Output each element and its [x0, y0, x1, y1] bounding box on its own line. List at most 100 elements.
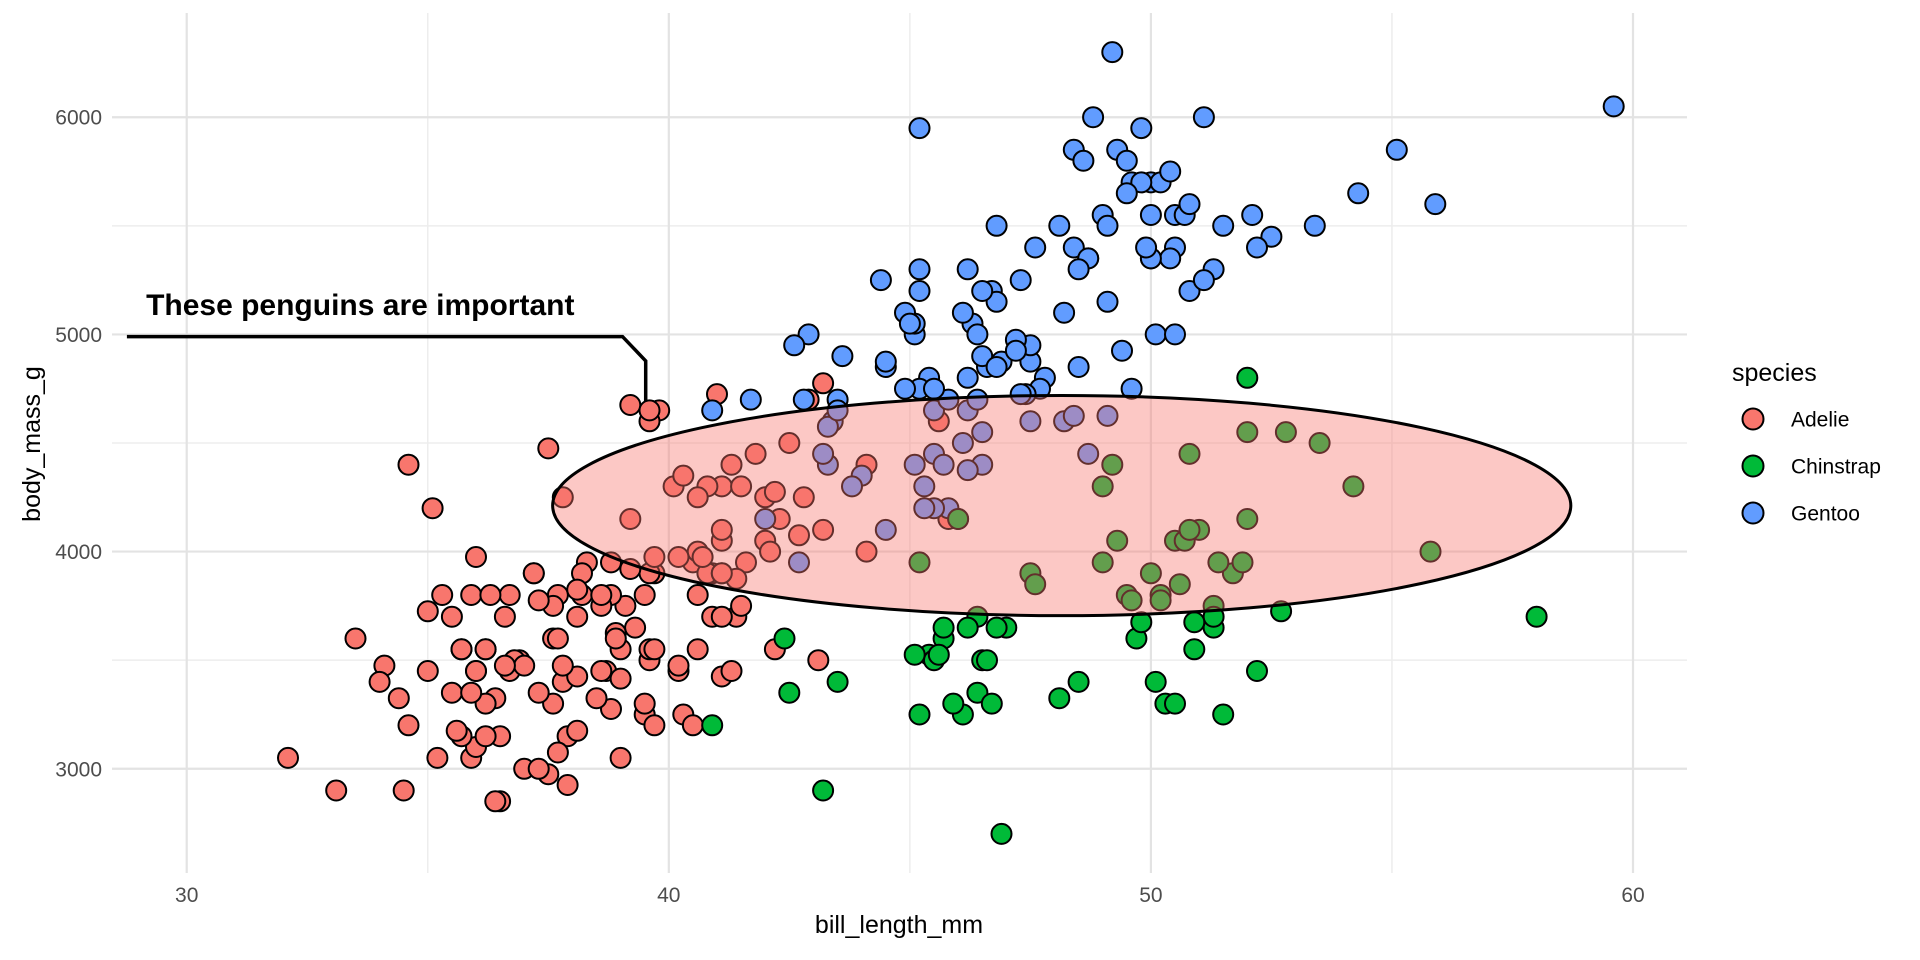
point-gentoo	[908, 258, 931, 281]
point-adelie	[585, 687, 608, 710]
point-chinstrap	[966, 681, 989, 704]
point-adelie	[397, 453, 420, 476]
point-gentoo	[1424, 193, 1447, 216]
point-adelie	[484, 790, 507, 813]
point-adelie	[614, 594, 637, 617]
point-adelie	[325, 779, 348, 802]
point-chinstrap	[773, 627, 796, 650]
point-gentoo	[1159, 160, 1182, 183]
point-gentoo	[1082, 106, 1105, 129]
point-gentoo	[1096, 290, 1119, 313]
point-adelie	[527, 757, 550, 780]
legend-title: species	[1732, 359, 1817, 387]
point-chinstrap	[1236, 508, 1259, 530]
point-adelie	[450, 638, 473, 661]
point-chinstrap	[1178, 518, 1201, 541]
point-gentoo	[812, 442, 835, 465]
point-gentoo	[874, 350, 897, 373]
point-adelie	[744, 442, 767, 465]
point-adelie	[686, 584, 709, 606]
point-chinstrap	[932, 616, 955, 639]
point-adelie	[566, 719, 589, 742]
point-gentoo	[1009, 383, 1032, 406]
legend-key-chinstrap	[1741, 454, 1765, 478]
point-chinstrap	[1183, 611, 1206, 634]
point-gentoo	[1019, 410, 1042, 433]
axis-tick-labels: 30 40 50 60 3000 4000 5000 6000	[55, 107, 1644, 907]
point-gentoo	[951, 301, 974, 324]
point-chinstrap	[812, 779, 835, 802]
point-adelie	[368, 670, 391, 693]
point-adelie	[465, 660, 487, 682]
x-tick-label: 60	[1621, 884, 1644, 907]
point-adelie	[474, 638, 497, 661]
point-chinstrap	[927, 643, 950, 666]
point-gentoo	[1178, 193, 1201, 216]
point-chinstrap	[1024, 573, 1047, 596]
point-adelie	[566, 605, 589, 628]
x-tick-label: 50	[1139, 884, 1162, 907]
point-gentoo	[1072, 149, 1095, 172]
point-gentoo	[956, 366, 979, 389]
point-adelie	[546, 627, 569, 650]
point-adelie	[792, 486, 815, 509]
point-adelie	[566, 578, 589, 601]
point-adelie	[624, 616, 647, 639]
point-chinstrap	[947, 508, 970, 530]
y-tick-label: 5000	[55, 324, 102, 347]
point-chinstrap	[942, 692, 965, 715]
point-gentoo	[1178, 280, 1201, 302]
series-gentoo	[701, 41, 1625, 574]
point-gentoo	[913, 475, 936, 498]
point-gentoo	[831, 345, 854, 368]
point-adelie	[686, 638, 709, 661]
point-gentoo	[1067, 356, 1090, 378]
point-gentoo	[1067, 258, 1090, 281]
x-axis-title: bill_length_mm	[815, 911, 983, 939]
point-chinstrap	[1048, 687, 1071, 710]
point-chinstrap	[1168, 573, 1191, 596]
point-gentoo	[903, 453, 926, 476]
point-gentoo	[985, 214, 1008, 237]
point-adelie	[440, 605, 463, 628]
point-gentoo	[1130, 117, 1153, 140]
point-gentoo	[1053, 301, 1076, 324]
point-adelie	[735, 551, 757, 574]
point-chinstrap	[1183, 638, 1206, 661]
point-adelie	[440, 681, 463, 704]
point-adelie	[812, 372, 835, 395]
point-gentoo	[1385, 138, 1408, 161]
point-chinstrap	[1342, 475, 1365, 498]
point-adelie	[633, 584, 656, 606]
point-adelie	[691, 546, 714, 568]
y-axis-title: body_mass_g	[18, 366, 46, 522]
point-adelie	[421, 497, 444, 520]
point-gentoo	[932, 453, 955, 476]
point-gentoo	[1130, 171, 1153, 194]
point-adelie	[392, 779, 415, 802]
data-points	[277, 41, 1625, 845]
point-chinstrap	[1130, 611, 1153, 634]
point-gentoo	[1602, 95, 1625, 118]
point-adelie	[604, 627, 627, 650]
point-gentoo	[1144, 323, 1167, 346]
point-adelie	[681, 714, 704, 737]
point-gentoo	[985, 290, 1008, 313]
point-gentoo	[956, 258, 979, 281]
legend-label-chinstrap: Chinstrap	[1791, 456, 1881, 479]
point-adelie	[277, 746, 299, 769]
point-adelie	[546, 741, 569, 764]
point-adelie	[609, 667, 632, 690]
point-adelie	[590, 584, 613, 606]
point-chinstrap	[1231, 551, 1254, 574]
point-adelie	[460, 584, 483, 606]
point-chinstrap	[1164, 692, 1186, 715]
point-chinstrap	[956, 616, 979, 639]
point-chinstrap	[1106, 529, 1129, 552]
point-chinstrap	[701, 714, 724, 737]
y-tick-label: 6000	[55, 107, 102, 130]
point-adelie	[474, 692, 497, 715]
point-gentoo	[739, 388, 762, 411]
point-gentoo	[1241, 204, 1264, 226]
point-chinstrap	[826, 670, 849, 693]
